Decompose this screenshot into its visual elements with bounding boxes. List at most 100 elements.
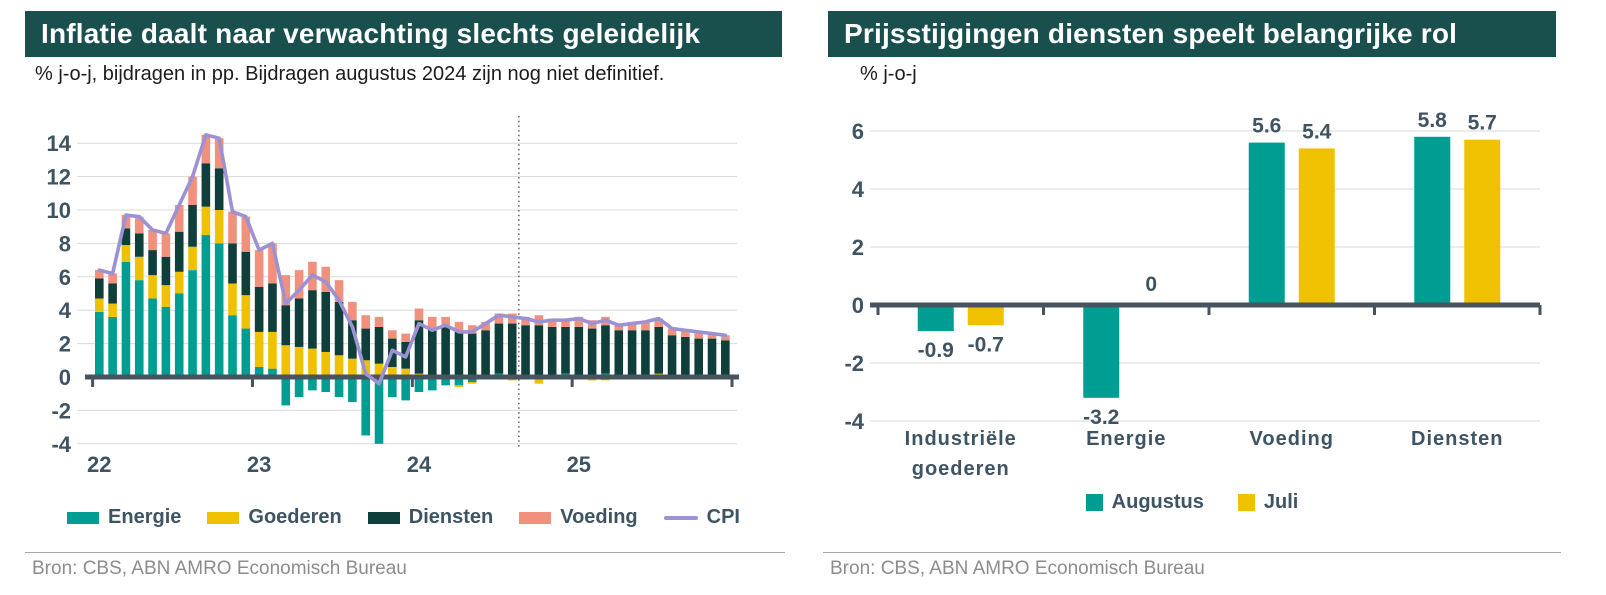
bar-segment (188, 176, 197, 205)
bar-segment (428, 316, 437, 329)
svg-text:4: 4 (59, 298, 72, 323)
bar-segment (601, 325, 610, 374)
bar-segment (294, 346, 304, 377)
bar-segment (707, 338, 717, 376)
bar-segment (494, 323, 504, 374)
bar-segment (388, 377, 397, 398)
bar-segment (467, 325, 477, 334)
bar-segment (467, 382, 477, 384)
bar-segment (547, 318, 557, 327)
bar-augustus (1248, 142, 1285, 305)
legend-label: Augustus (1111, 491, 1204, 513)
bar-segment (294, 298, 304, 347)
bar-segment (348, 358, 357, 377)
svg-text:-4: -4 (51, 432, 71, 457)
bar-segment (428, 328, 437, 376)
bar-segment (174, 204, 184, 232)
bar-segment (627, 321, 637, 331)
bar-segment (228, 243, 237, 284)
svg-text:6: 6 (852, 119, 864, 144)
bar-segment (95, 311, 104, 377)
bar-segment (441, 326, 450, 376)
legend-item-diensten: Diensten (367, 506, 493, 529)
bar-segment (161, 306, 171, 377)
bar-segment (148, 250, 157, 276)
left-chart-legend: Energie Goederen Diensten Voeding CPI (25, 506, 782, 529)
bar-segment (134, 256, 144, 281)
svg-text:-2: -2 (51, 398, 71, 423)
bar-segment (254, 331, 264, 367)
stacked-bars (95, 134, 730, 444)
bar-segment (268, 243, 277, 284)
bar-segment (454, 385, 464, 388)
bar-segment (214, 168, 224, 210)
bar-segment (374, 377, 384, 444)
svg-text:12: 12 (47, 165, 71, 190)
bar-segment (521, 316, 530, 326)
bar-segment (654, 318, 664, 327)
svg-text:5.4: 5.4 (1302, 120, 1332, 143)
bar-segment (161, 233, 171, 257)
bar-segment (161, 285, 171, 307)
bar-segment (414, 320, 424, 374)
bar-segment (188, 246, 197, 271)
bar-segment (294, 270, 304, 299)
bar-segment (574, 326, 584, 377)
bar-segment (374, 363, 384, 377)
bar-segment (228, 315, 237, 377)
bar-segment (268, 331, 277, 369)
bar-augustus (1083, 305, 1120, 398)
bar-segment (334, 280, 344, 302)
bar-segment (148, 298, 157, 377)
bar-segment (281, 345, 291, 377)
bar-segment (188, 270, 197, 377)
bar-segment (201, 163, 211, 207)
cpi-line (97, 133, 728, 386)
right-chart-title: Prijsstijgingen diensten speelt belangri… (844, 18, 1458, 49)
svg-text:0: 0 (852, 293, 864, 318)
bar-augustus (917, 305, 954, 332)
bar-segment (95, 270, 104, 279)
bar-segment (148, 275, 157, 299)
bar-segment (134, 216, 144, 234)
svg-text:-3.2: -3.2 (1083, 406, 1119, 429)
bar-segment (641, 330, 650, 377)
svg-text:25: 25 (567, 452, 591, 477)
bar-segment (667, 328, 677, 336)
legend-item-augustus: Augustus (1085, 491, 1204, 514)
bar-segment (507, 323, 517, 376)
bar-segment (134, 233, 144, 257)
bar-segment (281, 305, 291, 346)
bar-segment (667, 335, 677, 376)
bar-segment (121, 228, 131, 246)
svg-text:2: 2 (852, 235, 864, 260)
bar-segment (534, 378, 544, 384)
bar-segment (95, 298, 104, 312)
legend-label: Energie (108, 506, 182, 528)
legend-color-swatch (1085, 494, 1103, 511)
bar-segment (521, 325, 530, 376)
bar-segment (627, 330, 637, 376)
bar-segment (134, 280, 144, 377)
bar-segment (308, 290, 317, 349)
svg-text:0: 0 (59, 365, 71, 390)
right-chart-title-bar: Prijsstijgingen diensten speelt belangri… (828, 11, 1556, 57)
bar-segment (707, 333, 717, 339)
bar-segment (148, 230, 157, 251)
bar-segment (268, 368, 277, 377)
bar-segment (334, 355, 344, 377)
bar-segment (547, 326, 557, 376)
bar-segment (334, 377, 344, 398)
legend-color-swatch (1237, 494, 1255, 511)
bar-segment (641, 321, 650, 331)
bar-segment (494, 313, 504, 324)
legend-label: Juli (1263, 491, 1299, 513)
bar-segment (561, 318, 570, 327)
legend-label: Voeding (560, 506, 638, 528)
legend-item-goederen: Goederen (207, 506, 342, 529)
left-chart-title: Inflatie daalt naar verwachting slechts … (41, 18, 701, 49)
bar-segment (388, 366, 397, 377)
bar-segment (428, 377, 437, 391)
legend-color-swatch (67, 511, 100, 524)
